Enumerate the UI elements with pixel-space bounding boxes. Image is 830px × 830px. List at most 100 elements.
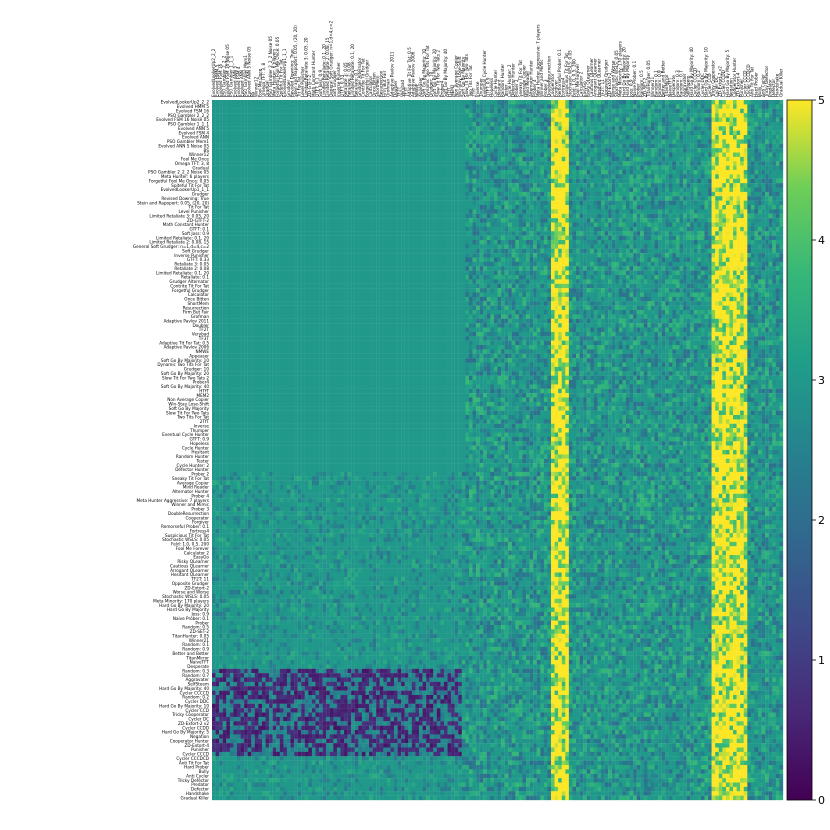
- heatmap-cell: [283, 122, 287, 127]
- heatmap-cell: [387, 113, 391, 118]
- heatmap-cell: [640, 144, 644, 149]
- heatmap-cell: [473, 109, 477, 114]
- heatmap-cell: [390, 192, 394, 197]
- heatmap-cell: [469, 104, 473, 109]
- heatmap-cell: [326, 183, 330, 188]
- heatmap-cell: [280, 227, 284, 232]
- heatmap-cell: [287, 153, 291, 158]
- heatmap-cell: [769, 144, 773, 149]
- heatmap-cell: [769, 126, 773, 131]
- heatmap-cell: [298, 201, 302, 206]
- heatmap-cell: [619, 122, 623, 127]
- heatmap-cell: [351, 122, 355, 127]
- heatmap-cell: [612, 188, 616, 193]
- heatmap-cell: [712, 135, 716, 140]
- heatmap-cell: [233, 139, 237, 144]
- heatmap-cell: [701, 118, 705, 123]
- heatmap-cell: [697, 131, 701, 136]
- heatmap-cell: [483, 174, 487, 179]
- heatmap-cell: [333, 183, 337, 188]
- heatmap-cell: [291, 131, 295, 136]
- heatmap-cell: [494, 188, 498, 193]
- heatmap-cell: [305, 161, 309, 166]
- heatmap-cell: [426, 196, 430, 201]
- heatmap-cell: [312, 179, 316, 184]
- heatmap-cell: [458, 135, 462, 140]
- heatmap-cell: [283, 126, 287, 131]
- heatmap-cell: [776, 209, 780, 214]
- heatmap-cell: [737, 144, 741, 149]
- heatmap-cell: [522, 188, 526, 193]
- heatmap-cell: [658, 201, 662, 206]
- heatmap-cell: [230, 131, 234, 136]
- heatmap-cell: [401, 122, 405, 127]
- heatmap-cell: [373, 192, 377, 197]
- heatmap-cell: [398, 205, 402, 210]
- heatmap-cell: [526, 161, 530, 166]
- heatmap-cell: [348, 109, 352, 114]
- heatmap-cell: [276, 161, 280, 166]
- heatmap-cell: [333, 161, 337, 166]
- heatmap-cell: [458, 122, 462, 127]
- heatmap-cell: [669, 188, 673, 193]
- heatmap-cell: [430, 153, 434, 158]
- heatmap-cell: [233, 183, 237, 188]
- heatmap-cell: [690, 153, 694, 158]
- heatmap-cell: [430, 135, 434, 140]
- heatmap-cell: [223, 104, 227, 109]
- heatmap-cell: [223, 131, 227, 136]
- heatmap-cell: [358, 109, 362, 114]
- heatmap-cell: [719, 188, 723, 193]
- heatmap-cell: [480, 192, 484, 197]
- heatmap-cell: [687, 113, 691, 118]
- heatmap-cell: [754, 188, 758, 193]
- heatmap-cell: [237, 161, 241, 166]
- heatmap-cell: [451, 157, 455, 162]
- heatmap-cell: [408, 179, 412, 184]
- heatmap-cell: [612, 174, 616, 179]
- heatmap-cell: [601, 170, 605, 175]
- heatmap-cell: [547, 153, 551, 158]
- heatmap-cell: [615, 223, 619, 228]
- heatmap-cell: [765, 148, 769, 153]
- heatmap-cell: [612, 179, 616, 184]
- heatmap-cell: [433, 205, 437, 210]
- heatmap-cell: [337, 148, 341, 153]
- heatmap-cell: [633, 209, 637, 214]
- heatmap-cell: [233, 118, 237, 123]
- heatmap-cell: [633, 223, 637, 228]
- heatmap-cell: [351, 161, 355, 166]
- heatmap-cell: [715, 166, 719, 171]
- heatmap-cell: [355, 109, 359, 114]
- heatmap-cell: [644, 205, 648, 210]
- heatmap-cell: [630, 170, 634, 175]
- heatmap-cell: [216, 126, 220, 131]
- heatmap-cell: [319, 170, 323, 175]
- heatmap-cell: [415, 192, 419, 197]
- heatmap-cell: [326, 218, 330, 223]
- heatmap-cell: [355, 139, 359, 144]
- heatmap-cell: [237, 148, 241, 153]
- heatmap-cell: [412, 214, 416, 219]
- heatmap-cell: [772, 205, 776, 210]
- heatmap-cell: [273, 122, 277, 127]
- heatmap-cell: [223, 113, 227, 118]
- heatmap-cell: [665, 183, 669, 188]
- heatmap-cell: [590, 135, 594, 140]
- heatmap-cell: [340, 174, 344, 179]
- heatmap-cell: [555, 135, 559, 140]
- heatmap-cell: [740, 139, 744, 144]
- heatmap-cell: [662, 157, 666, 162]
- heatmap-cell: [676, 170, 680, 175]
- heatmap-cell: [226, 157, 230, 162]
- heatmap-cell: [569, 113, 573, 118]
- heatmap-cell: [326, 109, 330, 114]
- heatmap-cell: [522, 166, 526, 171]
- heatmap-cell: [651, 214, 655, 219]
- heatmap-cell: [615, 214, 619, 219]
- heatmap-cell: [515, 214, 519, 219]
- heatmap-cell: [344, 161, 348, 166]
- heatmap-cell: [569, 109, 573, 114]
- heatmap-cell: [655, 214, 659, 219]
- heatmap-cell: [719, 113, 723, 118]
